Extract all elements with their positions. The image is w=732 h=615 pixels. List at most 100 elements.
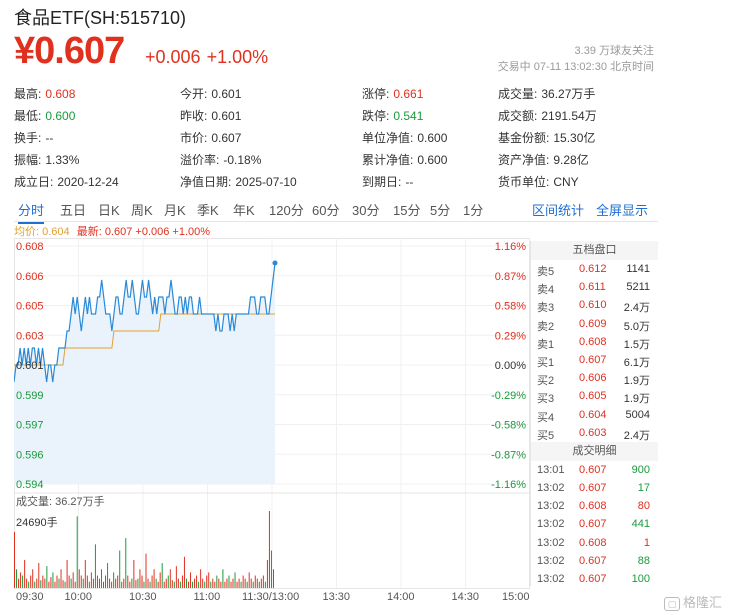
trade-row: 13:02 0.607 441	[531, 515, 658, 533]
x-tick: 13:30	[322, 591, 351, 603]
volume-bar	[52, 572, 54, 588]
stat-value: 0.600	[45, 109, 76, 123]
trade-time: 13:02	[537, 554, 565, 567]
volume-bar	[268, 511, 270, 588]
volume-bar	[240, 581, 242, 588]
volume-bar	[185, 578, 187, 588]
stat-label: 涨停:	[362, 87, 390, 101]
stat-value: 1.33%	[45, 153, 80, 167]
volume-bar	[202, 578, 204, 588]
tab-10[interactable]: 15分	[393, 203, 421, 218]
tab-6[interactable]: 年K	[233, 203, 255, 218]
stat-label: 累计净值:	[362, 153, 414, 167]
x-tick: 11:30/13:00	[242, 591, 300, 603]
order-side: 买2	[537, 375, 555, 388]
volume-bar	[250, 578, 252, 588]
volume-bar	[133, 559, 135, 588]
y-tick-right: 0.58%	[495, 301, 526, 313]
stat-label: 成交量:	[498, 87, 538, 101]
order-book-title: 五档盘口	[531, 241, 658, 260]
volume-bar	[218, 578, 220, 588]
order-side: 卖4	[537, 284, 555, 297]
stat-label: 资产净值:	[498, 153, 550, 167]
trade-volume: 100	[631, 573, 650, 585]
volume-bar	[101, 569, 102, 588]
stat-value: 2025-07-10	[235, 175, 297, 189]
order-side: 买5	[537, 429, 555, 442]
tab-0[interactable]: 分时	[18, 200, 45, 224]
range-stats-link[interactable]: 区间统计	[532, 203, 585, 218]
order-side: 卖3	[537, 302, 555, 315]
stat-value: 0.661	[393, 87, 424, 101]
volume-bar	[32, 569, 34, 588]
order-side: 买3	[537, 393, 555, 406]
volume-max-label: 24690手	[16, 517, 58, 529]
volume-bar	[224, 581, 226, 588]
volume-bar	[80, 575, 82, 588]
order-book: 卖5 0.612 1141 卖4 0.611 5211 卖3 0.610 2.4万 卖2 0.609…	[531, 260, 658, 442]
tab-9[interactable]: 30分	[352, 203, 380, 218]
trade-price: 0.607	[579, 463, 607, 476]
volume-bar	[74, 581, 76, 588]
price-change: +0.006 +1.00%	[145, 47, 268, 68]
tab-2[interactable]: 日K	[98, 203, 120, 218]
stat-label: 昨收:	[180, 109, 208, 123]
y-tick-left: 0.596	[16, 449, 44, 461]
tab-11[interactable]: 5分	[430, 203, 451, 218]
volume-bar	[149, 581, 151, 588]
volume-bar	[159, 572, 161, 588]
tab-5[interactable]: 季K	[197, 203, 219, 218]
order-volume: 6.1万	[623, 356, 650, 369]
stat-row: 振幅: 1.33% 溢价率: -0.18% 累计净值: 0.600 资产净值: 9.28亿	[14, 148, 674, 170]
stat-label: 单位净值:	[362, 131, 414, 145]
order-book-row: 卖2 0.609 5.0万	[531, 315, 658, 333]
followers-count[interactable]: 3.39 万球友关注	[574, 45, 654, 57]
stat-item: 昨收: 0.601	[180, 107, 241, 124]
x-tick: 15:00	[502, 591, 530, 603]
volume-bar	[204, 581, 206, 588]
volume-bar	[26, 578, 28, 588]
volume-bar	[129, 581, 131, 588]
volume-bar	[147, 578, 149, 588]
tab-8[interactable]: 60分	[312, 203, 340, 218]
order-price: 0.604	[579, 408, 607, 421]
volume-bar	[56, 575, 58, 588]
latest-price-legend: 最新: 0.607 +0.006 +1.00%	[76, 226, 211, 238]
volume-bar	[248, 572, 250, 588]
order-volume: 1141	[626, 263, 650, 275]
stat-label: 净值日期:	[180, 175, 232, 189]
order-volume: 2.4万	[623, 302, 650, 315]
y-tick-right: -0.87%	[491, 449, 526, 461]
tab-7[interactable]: 120分	[269, 203, 304, 218]
volume-bar	[82, 578, 84, 588]
tab-4[interactable]: 月K	[164, 203, 186, 218]
stat-item: 成交量: 36.27万手	[498, 85, 595, 102]
tab-12[interactable]: 1分	[463, 203, 484, 218]
stat-value: -0.18%	[223, 153, 262, 167]
y-tick-left: 0.599	[16, 390, 44, 402]
x-tick: 09:30	[16, 591, 44, 603]
volume-bar	[198, 581, 200, 588]
stat-item: 成立日: 2020-12-24	[14, 173, 119, 190]
volume-bar	[181, 575, 183, 588]
trade-volume: 88	[637, 554, 650, 567]
x-tick: 10:00	[64, 591, 93, 603]
volume-bar	[206, 575, 208, 588]
tab-3[interactable]: 周K	[131, 203, 153, 218]
volume-bar	[76, 516, 78, 588]
stat-value: 2020-12-24	[57, 175, 119, 189]
fullscreen-link[interactable]: 全屏显示	[596, 203, 649, 218]
volume-bar	[78, 569, 80, 588]
trade-price: 0.607	[579, 518, 607, 531]
tab-1[interactable]: 五日	[60, 203, 87, 218]
intraday-chart[interactable]: 0.608 1.16% 0.606 0.87% 0.605 0.58% 0.603 0.29%…	[14, 238, 530, 590]
volume-bar	[262, 575, 264, 588]
volume-bar	[167, 575, 169, 588]
volume-bar	[66, 559, 68, 588]
volume-bar	[62, 580, 64, 588]
stat-value: CNY	[553, 175, 579, 189]
watermark-text: 格隆汇	[682, 595, 722, 610]
volume-bar	[151, 575, 153, 588]
trade-time: 13:02	[537, 518, 565, 531]
volume-bar	[177, 578, 179, 588]
